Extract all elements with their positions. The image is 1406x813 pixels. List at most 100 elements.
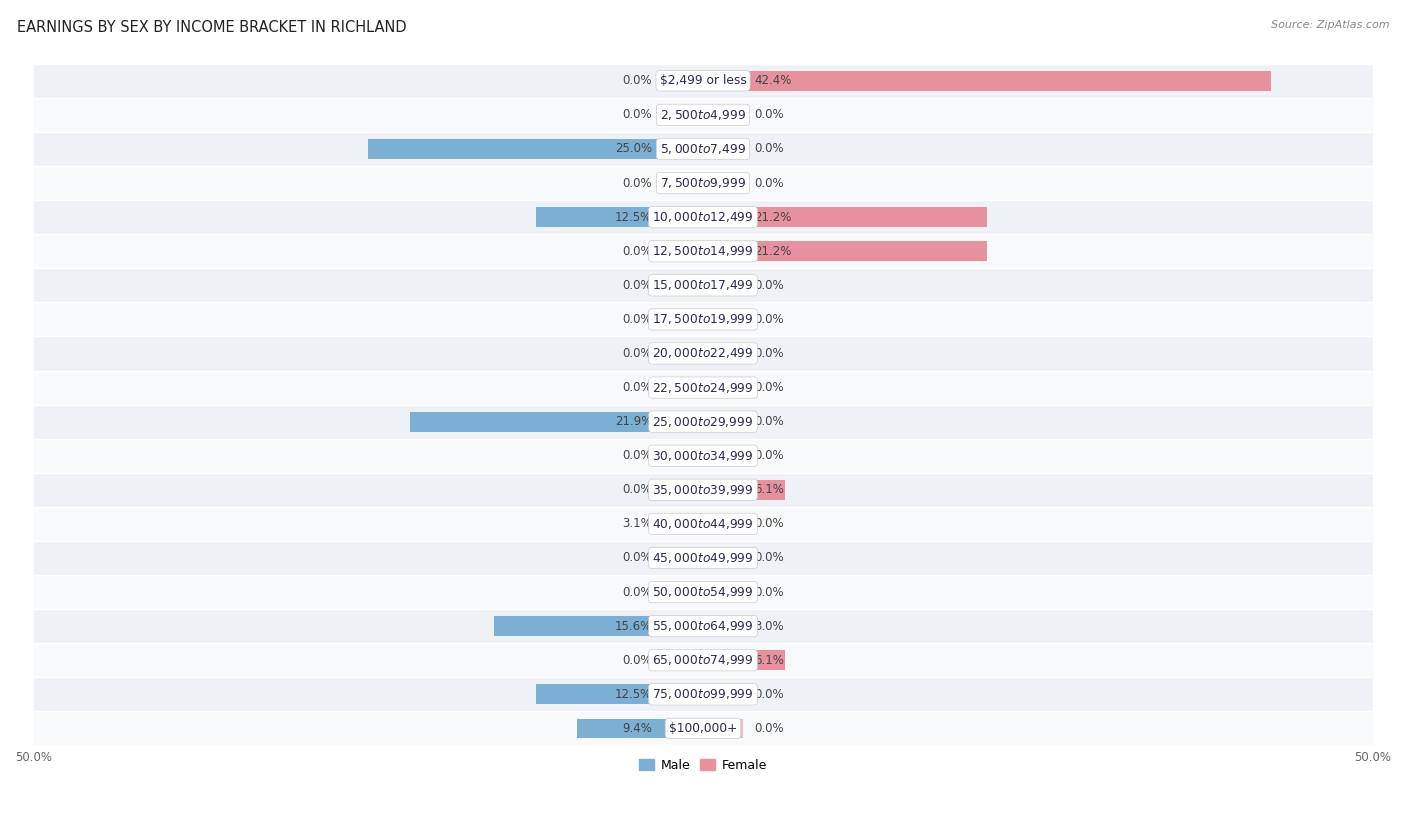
Bar bbox=[34, 268, 1372, 302]
Text: 0.0%: 0.0% bbox=[754, 347, 783, 360]
Text: $40,000 to $44,999: $40,000 to $44,999 bbox=[652, 517, 754, 531]
Text: $2,500 to $4,999: $2,500 to $4,999 bbox=[659, 108, 747, 122]
Text: 0.0%: 0.0% bbox=[623, 279, 652, 292]
Text: 0.0%: 0.0% bbox=[623, 245, 652, 258]
Bar bbox=[703, 207, 987, 227]
Text: 0.0%: 0.0% bbox=[623, 176, 652, 189]
Text: $35,000 to $39,999: $35,000 to $39,999 bbox=[652, 483, 754, 497]
Bar bbox=[703, 548, 744, 567]
Bar bbox=[662, 446, 703, 466]
Bar bbox=[662, 105, 703, 124]
Bar bbox=[661, 514, 703, 534]
Text: Source: ZipAtlas.com: Source: ZipAtlas.com bbox=[1271, 20, 1389, 30]
Text: 15.6%: 15.6% bbox=[614, 620, 652, 633]
Bar bbox=[34, 405, 1372, 439]
Text: 0.0%: 0.0% bbox=[754, 415, 783, 428]
Text: 0.0%: 0.0% bbox=[754, 585, 783, 598]
Bar bbox=[662, 173, 703, 193]
Text: $20,000 to $22,499: $20,000 to $22,499 bbox=[652, 346, 754, 360]
Bar bbox=[703, 378, 744, 398]
Text: 0.0%: 0.0% bbox=[754, 517, 783, 530]
Bar bbox=[34, 302, 1372, 337]
Text: 21.2%: 21.2% bbox=[754, 211, 792, 224]
Bar bbox=[662, 310, 703, 329]
Text: 21.9%: 21.9% bbox=[614, 415, 652, 428]
Text: 12.5%: 12.5% bbox=[614, 211, 652, 224]
Bar bbox=[536, 207, 703, 227]
Text: $17,500 to $19,999: $17,500 to $19,999 bbox=[652, 312, 754, 326]
Bar bbox=[662, 582, 703, 602]
Bar bbox=[494, 616, 703, 636]
Bar bbox=[34, 473, 1372, 506]
Bar bbox=[703, 411, 744, 432]
Text: 3.1%: 3.1% bbox=[623, 517, 652, 530]
Bar bbox=[703, 241, 987, 261]
Bar bbox=[34, 166, 1372, 200]
Bar bbox=[662, 514, 703, 534]
Text: $2,499 or less: $2,499 or less bbox=[659, 74, 747, 87]
Text: 0.0%: 0.0% bbox=[623, 450, 652, 463]
Text: $100,000+: $100,000+ bbox=[669, 722, 737, 735]
Bar bbox=[703, 616, 744, 636]
Bar bbox=[662, 241, 703, 261]
Text: EARNINGS BY SEX BY INCOME BRACKET IN RICHLAND: EARNINGS BY SEX BY INCOME BRACKET IN RIC… bbox=[17, 20, 406, 35]
Bar bbox=[703, 344, 744, 363]
Bar bbox=[34, 234, 1372, 268]
Bar bbox=[34, 200, 1372, 234]
Bar bbox=[703, 685, 744, 704]
Bar bbox=[703, 650, 785, 670]
Bar bbox=[662, 344, 703, 363]
Bar bbox=[703, 514, 744, 534]
Bar bbox=[703, 480, 744, 500]
Text: 21.2%: 21.2% bbox=[754, 245, 792, 258]
Bar bbox=[34, 371, 1372, 405]
Text: 6.1%: 6.1% bbox=[754, 483, 783, 496]
Bar bbox=[662, 719, 703, 738]
Text: 3.0%: 3.0% bbox=[754, 620, 783, 633]
Bar bbox=[34, 337, 1372, 371]
Text: 0.0%: 0.0% bbox=[623, 585, 652, 598]
Bar bbox=[662, 139, 703, 159]
Bar bbox=[703, 173, 744, 193]
Text: 0.0%: 0.0% bbox=[754, 176, 783, 189]
Bar bbox=[703, 616, 744, 636]
Text: 25.0%: 25.0% bbox=[614, 142, 652, 155]
Text: 0.0%: 0.0% bbox=[623, 108, 652, 121]
Bar bbox=[662, 480, 703, 500]
Text: 0.0%: 0.0% bbox=[754, 722, 783, 735]
Bar bbox=[409, 411, 703, 432]
Text: $75,000 to $99,999: $75,000 to $99,999 bbox=[652, 687, 754, 702]
Text: $22,500 to $24,999: $22,500 to $24,999 bbox=[652, 380, 754, 394]
Bar bbox=[703, 719, 744, 738]
Bar bbox=[34, 677, 1372, 711]
Text: 0.0%: 0.0% bbox=[754, 108, 783, 121]
Bar bbox=[34, 575, 1372, 609]
Bar bbox=[662, 71, 703, 91]
Text: 0.0%: 0.0% bbox=[754, 279, 783, 292]
Bar bbox=[703, 650, 744, 670]
Bar bbox=[703, 276, 744, 295]
Legend: Male, Female: Male, Female bbox=[634, 754, 772, 776]
Text: $55,000 to $64,999: $55,000 to $64,999 bbox=[652, 620, 754, 633]
Text: 9.4%: 9.4% bbox=[623, 722, 652, 735]
Bar bbox=[662, 207, 703, 227]
Bar bbox=[703, 105, 744, 124]
Bar bbox=[703, 71, 1271, 91]
Text: 12.5%: 12.5% bbox=[614, 688, 652, 701]
Bar bbox=[662, 276, 703, 295]
Bar bbox=[703, 310, 744, 329]
Text: 0.0%: 0.0% bbox=[754, 688, 783, 701]
Text: $12,500 to $14,999: $12,500 to $14,999 bbox=[652, 244, 754, 259]
Text: $50,000 to $54,999: $50,000 to $54,999 bbox=[652, 585, 754, 599]
Text: $30,000 to $34,999: $30,000 to $34,999 bbox=[652, 449, 754, 463]
Text: $15,000 to $17,499: $15,000 to $17,499 bbox=[652, 278, 754, 293]
Text: 0.0%: 0.0% bbox=[623, 483, 652, 496]
Bar bbox=[703, 582, 744, 602]
Bar bbox=[662, 378, 703, 398]
Text: $7,500 to $9,999: $7,500 to $9,999 bbox=[659, 176, 747, 190]
Text: 0.0%: 0.0% bbox=[754, 313, 783, 326]
Bar bbox=[34, 506, 1372, 541]
Text: 0.0%: 0.0% bbox=[754, 142, 783, 155]
Bar bbox=[576, 719, 703, 738]
Bar bbox=[703, 207, 744, 227]
